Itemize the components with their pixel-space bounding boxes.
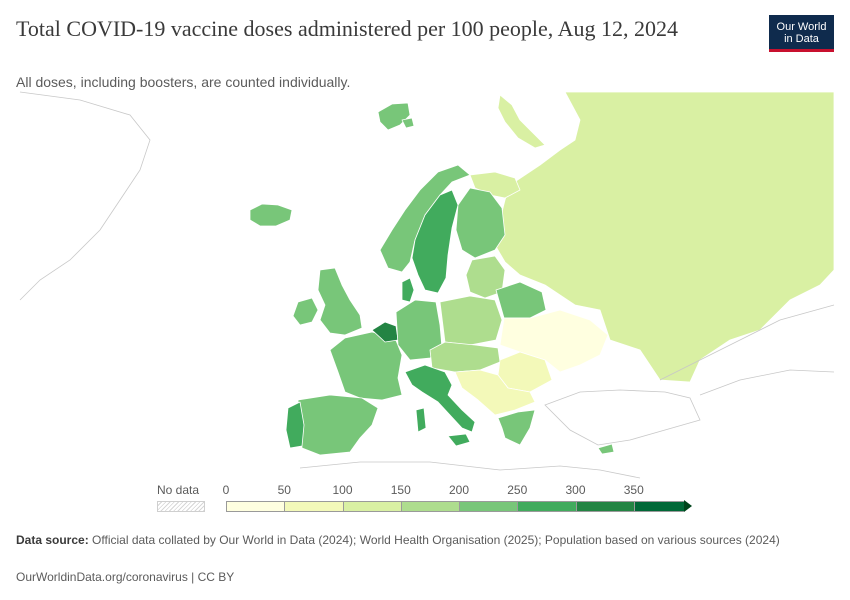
legend-no-data-swatch[interactable] — [157, 501, 205, 512]
map-region-iceland[interactable] — [249, 203, 293, 227]
legend-bin-250-300[interactable] — [517, 501, 576, 512]
map-outline-greenland — [19, 91, 151, 301]
map-region-baltics[interactable] — [465, 255, 506, 299]
map-region-united-kingdom[interactable] — [317, 267, 363, 336]
legend-bin-150-200[interactable] — [400, 501, 459, 512]
map-region-cyprus[interactable] — [597, 443, 615, 455]
legend-bin-100-150[interactable] — [342, 501, 401, 512]
map-region-belarus[interactable] — [495, 281, 547, 319]
legend-tick-label: 100 — [332, 483, 353, 497]
legend-bin-350+[interactable] — [633, 501, 684, 512]
legend-tick-label: 50 — [277, 483, 291, 497]
legend-bin-300-350[interactable] — [575, 501, 634, 512]
legend-bin-50-100[interactable] — [284, 501, 343, 512]
map-region-russia-novaya-zemlya[interactable] — [497, 94, 546, 149]
legend-no-data-label: No data — [157, 483, 200, 497]
map-region-ukraine[interactable] — [499, 309, 609, 373]
chart-subtitle: All doses, including boosters, are count… — [16, 74, 351, 90]
map-region-svalbard-small[interactable] — [401, 117, 415, 129]
data-source-text: Official data collated by Our World in D… — [88, 533, 780, 547]
map-region-central-europe[interactable] — [429, 341, 501, 373]
map-region-sweden[interactable] — [411, 189, 459, 294]
legend-tick-label: 150 — [390, 483, 411, 497]
legend-open-end-arrow — [684, 500, 692, 512]
data-source-note: Data source: Official data collated by O… — [16, 533, 796, 548]
map-region-spain[interactable] — [297, 394, 379, 456]
map-region-russia[interactable] — [494, 91, 835, 383]
map-region-france[interactable] — [329, 331, 403, 401]
map-region-denmark[interactable] — [401, 277, 415, 303]
data-source-label: Data source: — [16, 533, 89, 547]
choropleth-map — [19, 91, 835, 479]
map-outline-north-africa — [299, 461, 641, 479]
map-region-poland[interactable] — [439, 295, 503, 346]
map-outline-caucasus-central-asia — [659, 304, 835, 396]
legend-tick-label: 200 — [448, 483, 470, 497]
map-region-greece[interactable] — [497, 409, 536, 446]
map-region-italy[interactable] — [404, 364, 476, 433]
map-region-italy-sardinia[interactable] — [415, 407, 427, 433]
footer-link[interactable]: OurWorldinData.org/coronavirus | CC BY — [16, 570, 235, 584]
map-region-italy-sicily[interactable] — [447, 433, 471, 447]
logo-text-line2: in Data — [784, 33, 819, 45]
legend-tick-label: 300 — [565, 483, 586, 497]
chart-title: Total COVID-19 vaccine doses administere… — [16, 16, 678, 41]
map-region-ireland[interactable] — [292, 297, 319, 326]
map-region-portugal[interactable] — [285, 401, 305, 449]
map-legend: No data 0 50 100 150 200 250 300 350 — [0, 480, 850, 520]
legend-bin-200-250[interactable] — [459, 501, 518, 512]
map-outline-turkey-middle-east — [544, 389, 701, 446]
map-region-finland[interactable] — [455, 187, 506, 259]
legend-bin-0-50[interactable] — [226, 501, 285, 512]
legend-tick-label: 250 — [507, 483, 528, 497]
legend-tick-label: 350 — [623, 483, 644, 497]
map-region-norway[interactable] — [379, 164, 471, 273]
map-region-balkans[interactable] — [454, 369, 536, 416]
logo-text-line1: Our World — [776, 21, 827, 33]
owid-logo[interactable]: Our World in Data — [769, 15, 834, 52]
legend-tick-label: 0 — [222, 483, 230, 497]
